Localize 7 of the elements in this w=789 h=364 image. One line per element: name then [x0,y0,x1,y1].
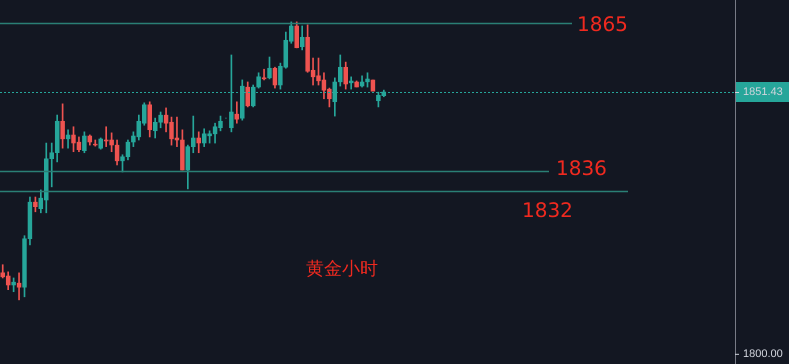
annotation: 黄金小时 [306,258,378,280]
ref-line-label: 1832 [522,198,573,222]
y-tick-label: 1800.00 [743,348,783,360]
ref-line-label: 1836 [556,156,607,180]
candlestick [16,272,22,300]
ref-line-label: 1865 [577,12,628,36]
y-tick-label: 1851.43 [743,86,783,98]
